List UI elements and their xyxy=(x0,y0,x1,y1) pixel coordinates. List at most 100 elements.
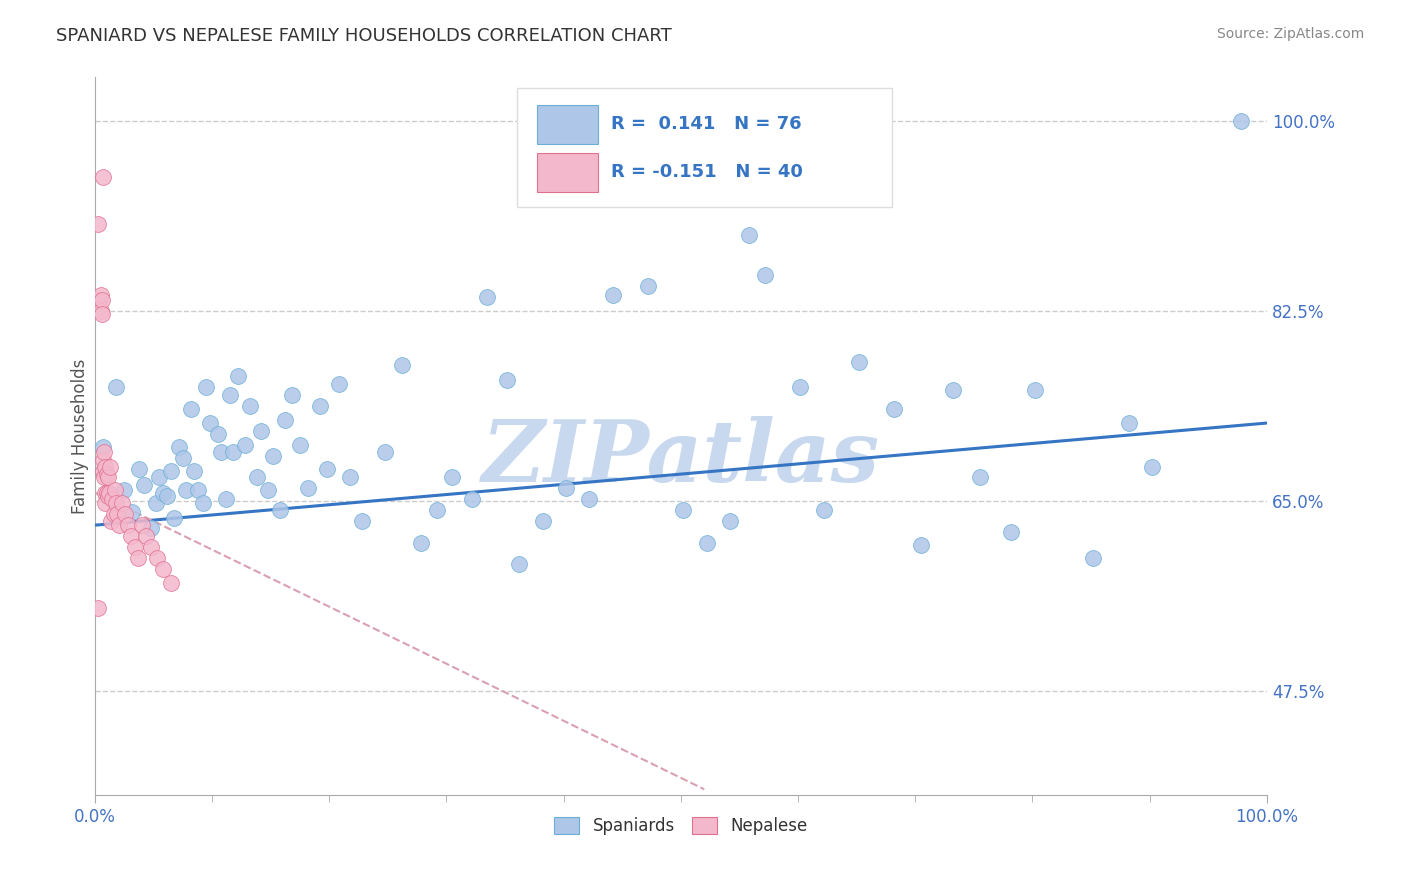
Point xyxy=(339,470,361,484)
Point xyxy=(195,380,218,394)
Point xyxy=(167,440,190,454)
Point xyxy=(94,485,117,500)
Point xyxy=(637,279,659,293)
Point xyxy=(101,492,124,507)
Point xyxy=(496,373,519,387)
Point xyxy=(207,426,229,441)
Point xyxy=(672,503,695,517)
Point xyxy=(91,464,114,478)
Point xyxy=(441,470,464,484)
Point xyxy=(112,483,135,498)
Point xyxy=(942,384,965,398)
Point xyxy=(718,514,741,528)
Point xyxy=(578,492,600,507)
Point xyxy=(910,538,932,552)
Point xyxy=(117,518,139,533)
Point xyxy=(114,508,136,522)
Point xyxy=(754,268,776,283)
Point xyxy=(98,459,121,474)
Point xyxy=(90,304,112,318)
FancyBboxPatch shape xyxy=(517,88,891,207)
Point xyxy=(215,492,238,507)
Point xyxy=(1140,459,1163,474)
Point xyxy=(209,445,232,459)
Point xyxy=(108,518,131,533)
Point xyxy=(848,355,870,369)
Point xyxy=(145,496,167,510)
Point xyxy=(96,467,118,482)
Point xyxy=(97,489,120,503)
Point xyxy=(97,470,120,484)
Point xyxy=(813,503,835,517)
Bar xyxy=(537,153,598,192)
Point xyxy=(127,550,149,565)
Point xyxy=(328,376,350,391)
Point xyxy=(152,485,174,500)
Point xyxy=(531,514,554,528)
Point xyxy=(218,388,240,402)
Point xyxy=(148,470,170,484)
Point xyxy=(172,450,194,465)
Point xyxy=(93,445,115,459)
Text: ZIPatlas: ZIPatlas xyxy=(482,416,880,500)
Point xyxy=(160,464,183,478)
Point xyxy=(91,170,114,185)
Point xyxy=(146,550,169,565)
Point xyxy=(738,227,761,242)
Point xyxy=(602,287,624,301)
Point xyxy=(257,483,280,498)
Point xyxy=(461,492,484,507)
Text: R =  0.141   N = 76: R = 0.141 N = 76 xyxy=(610,115,801,133)
Point xyxy=(315,461,337,475)
Point xyxy=(1024,384,1046,398)
Point xyxy=(1230,114,1253,128)
Y-axis label: Family Households: Family Households xyxy=(72,359,89,514)
Point xyxy=(104,483,127,498)
Point xyxy=(183,464,205,478)
Point xyxy=(139,540,162,554)
Point xyxy=(262,449,284,463)
Point xyxy=(132,478,155,492)
Text: SPANIARD VS NEPALESE FAMILY HOUSEHOLDS CORRELATION CHART: SPANIARD VS NEPALESE FAMILY HOUSEHOLDS C… xyxy=(56,27,672,45)
Point xyxy=(96,485,118,500)
Point xyxy=(100,514,122,528)
Point xyxy=(273,413,295,427)
Point xyxy=(789,380,811,394)
Point xyxy=(135,529,157,543)
Point xyxy=(89,293,111,308)
Point xyxy=(288,438,311,452)
Point xyxy=(280,388,302,402)
Point xyxy=(104,496,127,510)
Point xyxy=(128,461,150,475)
Point xyxy=(226,369,249,384)
Point xyxy=(90,307,112,321)
Point xyxy=(883,401,905,416)
Point xyxy=(250,424,273,438)
Point xyxy=(93,470,115,484)
Point xyxy=(409,535,432,549)
Point xyxy=(91,453,114,467)
Point xyxy=(160,575,183,590)
Point xyxy=(269,503,291,517)
Point xyxy=(245,470,267,484)
Text: R = -0.151   N = 40: R = -0.151 N = 40 xyxy=(610,163,803,181)
Point xyxy=(87,217,110,231)
Point xyxy=(139,521,162,535)
Point xyxy=(222,445,245,459)
Point xyxy=(198,416,221,430)
Point xyxy=(1118,416,1140,430)
Point xyxy=(104,380,127,394)
Point xyxy=(124,540,146,554)
Point xyxy=(94,459,117,474)
Point xyxy=(238,399,260,413)
Point xyxy=(555,481,578,495)
Point xyxy=(121,505,143,519)
Point xyxy=(233,438,256,452)
Point xyxy=(391,359,413,373)
Point xyxy=(91,440,114,454)
Point xyxy=(131,518,153,533)
Point xyxy=(94,496,117,510)
Point xyxy=(120,529,142,543)
Point xyxy=(374,445,396,459)
Point xyxy=(90,293,112,308)
